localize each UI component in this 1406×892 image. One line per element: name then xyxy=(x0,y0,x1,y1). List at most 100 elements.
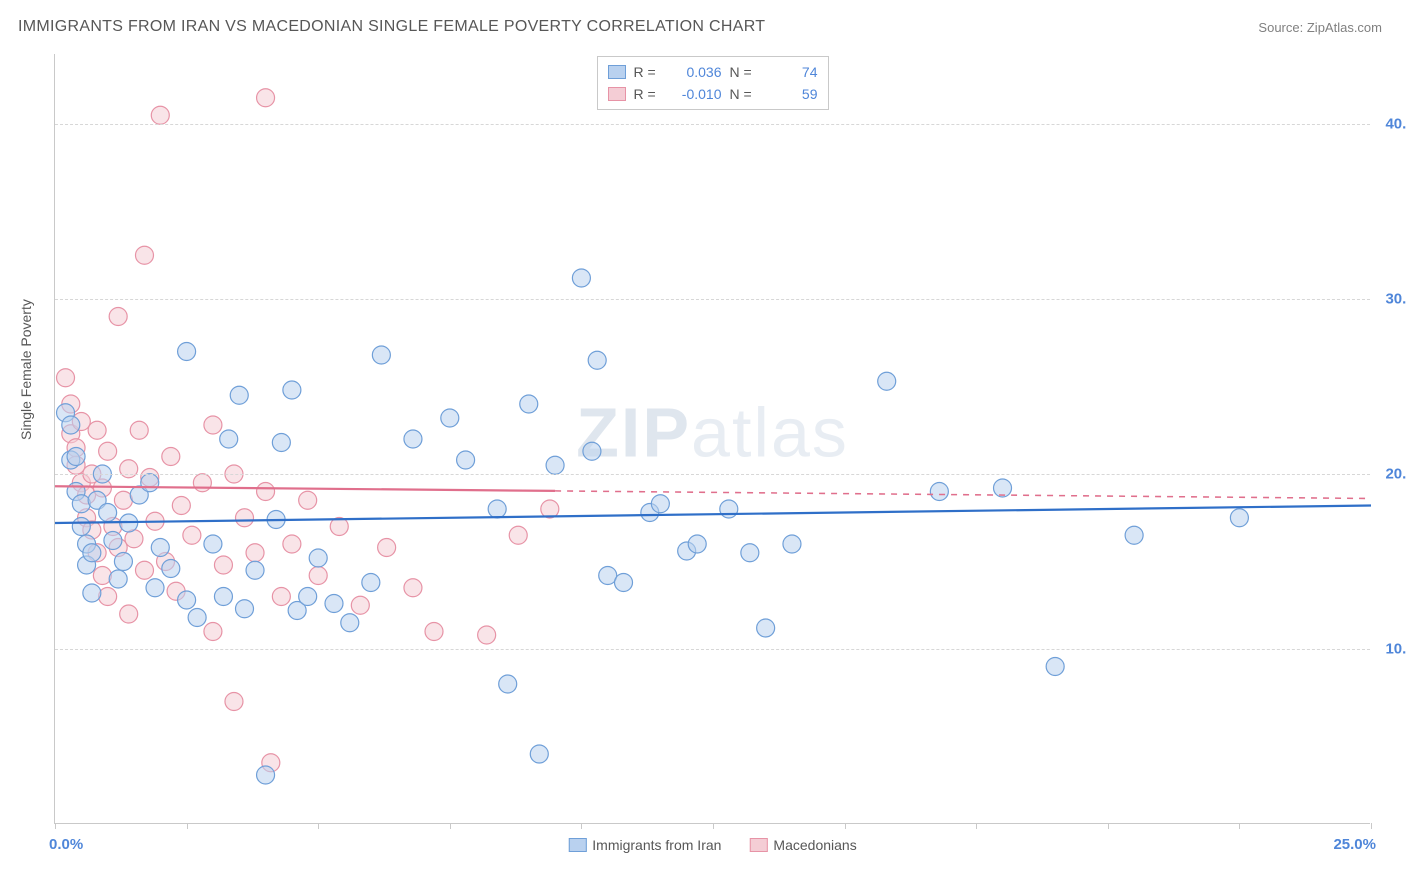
data-point xyxy=(230,386,248,404)
data-point xyxy=(178,591,196,609)
data-point xyxy=(720,500,738,518)
r-label-1: R = xyxy=(634,61,658,83)
data-point xyxy=(478,626,496,644)
n-label-2: N = xyxy=(730,83,754,105)
data-point xyxy=(299,588,317,606)
legend-swatch-iran-2 xyxy=(568,838,586,852)
legend-label-macedonian: Macedonians xyxy=(773,837,856,853)
y-tick-label: 20.0% xyxy=(1376,466,1406,483)
data-point xyxy=(72,518,90,536)
data-point xyxy=(188,609,206,627)
data-point xyxy=(214,588,232,606)
data-point xyxy=(193,474,211,492)
y-tick-label: 10.0% xyxy=(1376,641,1406,658)
x-tick xyxy=(187,823,188,829)
data-point xyxy=(67,448,85,466)
x-tick xyxy=(713,823,714,829)
data-point xyxy=(246,561,264,579)
data-point xyxy=(325,595,343,613)
data-point xyxy=(520,395,538,413)
data-point xyxy=(172,497,190,515)
x-tick xyxy=(1239,823,1240,829)
data-point xyxy=(162,448,180,466)
x-tick xyxy=(1108,823,1109,829)
data-point xyxy=(546,456,564,474)
data-point xyxy=(204,535,222,553)
trend-line-extrapolated xyxy=(555,491,1371,499)
data-point xyxy=(1125,526,1143,544)
data-point xyxy=(257,483,275,501)
gridline xyxy=(55,124,1370,125)
r-label-2: R = xyxy=(634,83,658,105)
data-point xyxy=(236,509,254,527)
data-point xyxy=(162,560,180,578)
data-point xyxy=(104,532,122,550)
data-point xyxy=(341,614,359,632)
data-point xyxy=(741,544,759,562)
data-point xyxy=(783,535,801,553)
data-point xyxy=(309,567,327,585)
data-point xyxy=(99,442,117,460)
data-point xyxy=(151,539,169,557)
gridline xyxy=(55,474,1370,475)
legend-swatch-macedonian-2 xyxy=(749,838,767,852)
data-point xyxy=(83,584,101,602)
data-point xyxy=(178,343,196,361)
gridline xyxy=(55,649,1370,650)
data-point xyxy=(88,421,106,439)
data-point xyxy=(651,495,669,513)
legend-label-iran: Immigrants from Iran xyxy=(592,837,721,853)
data-point xyxy=(236,600,254,618)
legend-row-2: R = -0.010 N = 59 xyxy=(608,83,818,105)
r-value-1: 0.036 xyxy=(666,61,722,83)
y-tick-label: 30.0% xyxy=(1376,291,1406,308)
trend-line xyxy=(55,486,555,491)
data-point xyxy=(688,535,706,553)
data-point xyxy=(615,574,633,592)
x-tick xyxy=(1371,823,1372,829)
data-point xyxy=(135,246,153,264)
data-point xyxy=(183,526,201,544)
data-point xyxy=(99,588,117,606)
data-point xyxy=(441,409,459,427)
data-point xyxy=(378,539,396,557)
x-tick xyxy=(845,823,846,829)
data-point xyxy=(930,483,948,501)
data-point xyxy=(109,570,127,588)
data-point xyxy=(309,549,327,567)
data-point xyxy=(878,372,896,390)
source-value: ZipAtlas.com xyxy=(1307,20,1382,35)
data-point xyxy=(120,460,138,478)
data-point xyxy=(299,491,317,509)
data-point xyxy=(99,504,117,522)
gridline xyxy=(55,299,1370,300)
data-point xyxy=(509,526,527,544)
x-tick xyxy=(581,823,582,829)
data-point xyxy=(1046,658,1064,676)
legend-swatch-iran xyxy=(608,65,626,79)
legend-item-macedonian: Macedonians xyxy=(749,837,856,853)
data-point xyxy=(283,535,301,553)
r-value-2: -0.010 xyxy=(666,83,722,105)
data-point xyxy=(499,675,517,693)
data-point xyxy=(257,766,275,784)
data-point xyxy=(246,544,264,562)
data-point xyxy=(272,588,290,606)
data-point xyxy=(757,619,775,637)
data-point xyxy=(425,623,443,641)
n-value-2: 59 xyxy=(762,83,818,105)
legend-swatch-macedonian xyxy=(608,87,626,101)
data-point xyxy=(488,500,506,518)
data-point xyxy=(583,442,601,460)
data-point xyxy=(146,579,164,597)
data-point xyxy=(372,346,390,364)
source-attribution: Source: ZipAtlas.com xyxy=(1258,20,1382,35)
y-tick-label: 40.0% xyxy=(1376,116,1406,133)
data-point xyxy=(93,567,111,585)
legend-row-1: R = 0.036 N = 74 xyxy=(608,61,818,83)
data-point xyxy=(204,416,222,434)
data-point xyxy=(130,421,148,439)
data-point xyxy=(83,544,101,562)
data-point xyxy=(404,430,422,448)
data-point xyxy=(62,416,80,434)
